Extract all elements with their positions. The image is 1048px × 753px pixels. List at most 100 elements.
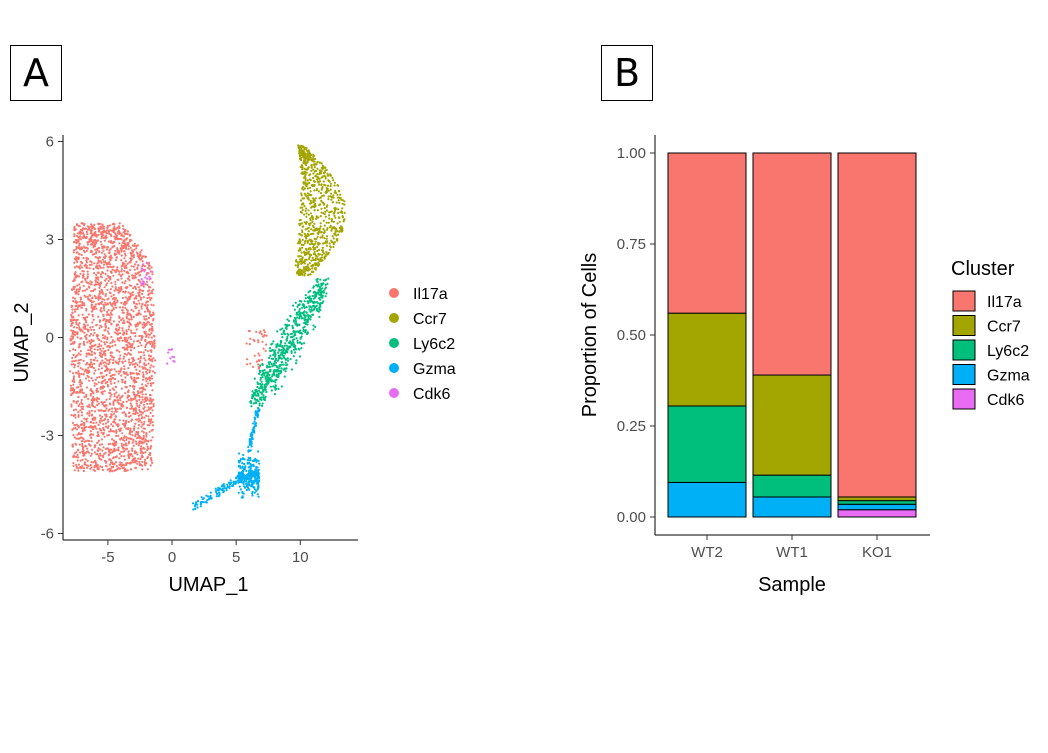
umap-point	[318, 253, 321, 256]
umap-point	[310, 264, 313, 268]
umap-point	[126, 230, 130, 233]
umap-point	[145, 443, 148, 446]
umap-point	[138, 274, 142, 277]
umap-point	[134, 272, 137, 275]
umap-point	[71, 445, 74, 448]
umap-point	[72, 464, 75, 467]
umap-point	[124, 254, 127, 257]
umap-point	[297, 271, 300, 274]
umap-point	[104, 326, 107, 329]
umap-point	[87, 330, 90, 333]
umap-point	[312, 226, 315, 229]
umap-point	[308, 268, 311, 271]
umap-point	[86, 328, 89, 331]
y-axis-title: Proportion of Cells	[579, 253, 601, 418]
umap-point	[102, 423, 105, 426]
umap-point	[76, 453, 79, 456]
umap-point	[98, 222, 101, 225]
umap-point	[106, 380, 109, 384]
umap-point	[301, 154, 304, 157]
umap-point	[261, 373, 264, 376]
umap-point	[97, 283, 100, 286]
umap-point	[135, 394, 139, 397]
umap-point	[103, 309, 106, 312]
umap-point	[97, 397, 101, 401]
umap-point	[92, 246, 95, 249]
umap-point	[166, 362, 169, 365]
umap-point	[252, 426, 255, 430]
umap-point	[343, 203, 346, 206]
umap-point	[121, 263, 124, 266]
umap-point	[144, 348, 147, 352]
umap-point	[105, 341, 108, 344]
umap-point	[80, 414, 83, 417]
umap-point	[325, 237, 328, 240]
umap-point	[86, 243, 89, 246]
umap-point	[110, 335, 113, 339]
umap-point	[72, 389, 75, 392]
umap-point	[107, 320, 110, 323]
umap-point	[333, 241, 336, 244]
umap-point	[112, 274, 115, 277]
umap-point	[120, 442, 123, 445]
umap-point	[285, 344, 288, 347]
umap-point	[114, 385, 117, 388]
umap-point	[305, 332, 309, 336]
umap-point	[110, 448, 113, 451]
umap-point	[118, 350, 121, 353]
umap-point	[304, 157, 308, 160]
umap-point	[75, 463, 78, 466]
umap-point	[78, 359, 81, 362]
umap-point	[314, 262, 318, 265]
umap-point	[327, 221, 330, 224]
umap-point	[277, 354, 280, 357]
umap-point	[302, 313, 306, 316]
umap-point	[149, 464, 152, 467]
umap-point	[86, 324, 89, 327]
umap-point	[279, 341, 282, 344]
umap-point	[90, 306, 93, 309]
umap-point	[98, 338, 101, 342]
umap-point	[138, 442, 141, 445]
umap-point	[297, 311, 300, 314]
umap-point	[270, 362, 273, 366]
umap-point	[110, 407, 114, 410]
umap-point	[80, 381, 83, 384]
umap-point	[85, 309, 88, 312]
umap-point	[264, 371, 268, 374]
umap-point	[131, 441, 134, 444]
umap-point	[111, 373, 114, 377]
umap-point	[81, 451, 84, 454]
umap-point	[262, 394, 265, 397]
legend-key	[389, 388, 399, 398]
umap-point	[124, 413, 127, 416]
umap-point	[264, 388, 267, 391]
umap-point	[109, 312, 112, 315]
umap-point	[91, 401, 94, 405]
umap-point	[101, 292, 104, 295]
umap-point	[71, 379, 74, 383]
umap-point	[75, 241, 78, 245]
umap-point	[76, 275, 79, 278]
umap-point	[133, 393, 136, 396]
umap-point	[83, 395, 86, 398]
umap-point	[309, 310, 312, 313]
umap-point	[73, 241, 76, 244]
umap-point	[100, 233, 103, 236]
umap-point	[231, 484, 234, 488]
umap-point	[126, 297, 129, 300]
umap-point	[118, 252, 121, 255]
umap-point	[309, 217, 312, 220]
umap-point	[124, 296, 127, 299]
umap-point	[305, 266, 308, 270]
umap-point	[265, 343, 268, 346]
umap-point	[130, 361, 133, 364]
umap-point	[113, 392, 116, 396]
umap-point	[125, 339, 129, 342]
umap-point	[101, 387, 104, 390]
umap-point	[112, 403, 115, 406]
umap-point	[86, 405, 89, 408]
umap-point	[134, 407, 137, 410]
umap-point	[87, 349, 90, 352]
umap-point	[96, 376, 99, 379]
